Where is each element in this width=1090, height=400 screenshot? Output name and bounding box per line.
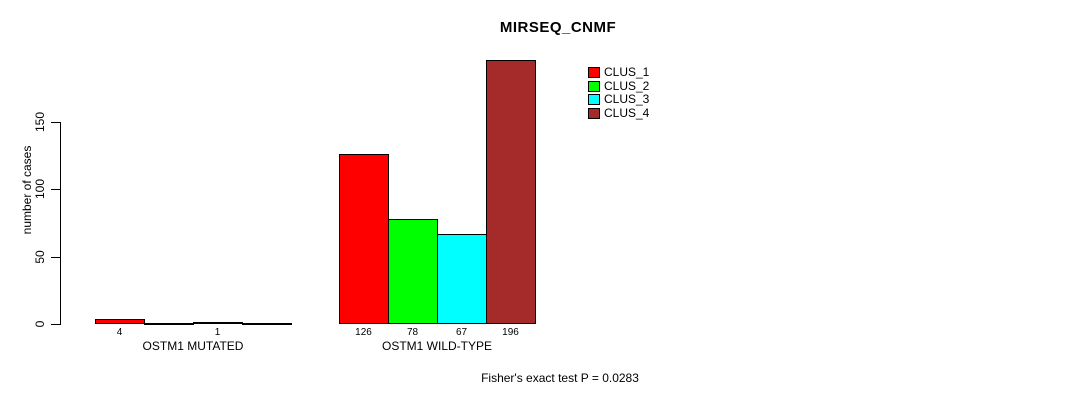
y-tick-mark [51, 189, 61, 190]
y-tick-mark [51, 122, 61, 123]
bar-value-label: 196 [502, 327, 519, 338]
y-tick-mark [51, 324, 61, 325]
footnote-text: Fisher's exact test P = 0.0283 [481, 371, 639, 385]
legend-label: CLUS_4 [604, 106, 650, 120]
y-tick-label: 150 [33, 111, 47, 133]
category-label: OSTM1 MUTATED [142, 339, 244, 353]
chart-title: MIRSEQ_CNMF [499, 19, 617, 36]
legend-swatch-clus_4 [588, 107, 600, 119]
bar-clus_2-mutated [144, 323, 194, 325]
legend-label: CLUS_3 [604, 92, 650, 106]
legend-label: CLUS_1 [604, 65, 650, 79]
legend-item-clus_1: CLUS_1 [588, 66, 649, 78]
y-tick-label: 100 [33, 178, 47, 200]
legend-item-clus_3: CLUS_3 [588, 93, 649, 105]
bar-clus_1-mutated [95, 319, 145, 324]
bar-clus_4-mutated [242, 323, 292, 325]
bar-value-label: 4 [116, 327, 123, 338]
bar-clus_2-wildtype [388, 219, 438, 324]
bar-clus_3-wildtype [437, 234, 487, 324]
y-tick-label: 50 [33, 250, 47, 264]
bar-value-label: 126 [355, 327, 372, 338]
bar-clus_4-wildtype [486, 60, 536, 324]
legend-swatch-clus_3 [588, 93, 600, 105]
legend-item-clus_2: CLUS_2 [588, 80, 649, 92]
bar-value-label: 1 [214, 327, 221, 338]
bar-clus_1-wildtype [339, 154, 389, 324]
y-axis-line [60, 121, 61, 324]
y-tick-mark [51, 257, 61, 258]
legend-swatch-clus_1 [588, 66, 600, 78]
bar-value-label: 67 [455, 327, 468, 338]
bar-clus_3-mutated [193, 322, 243, 324]
y-tick-label: 0 [33, 320, 47, 328]
legend-swatch-clus_2 [588, 80, 600, 92]
y-axis-title: number of cases [20, 145, 34, 235]
legend-label: CLUS_2 [604, 79, 650, 93]
category-label: OSTM1 WILD-TYPE [381, 339, 493, 353]
legend-item-clus_4: CLUS_4 [588, 107, 649, 119]
bar-value-label: 78 [406, 327, 419, 338]
